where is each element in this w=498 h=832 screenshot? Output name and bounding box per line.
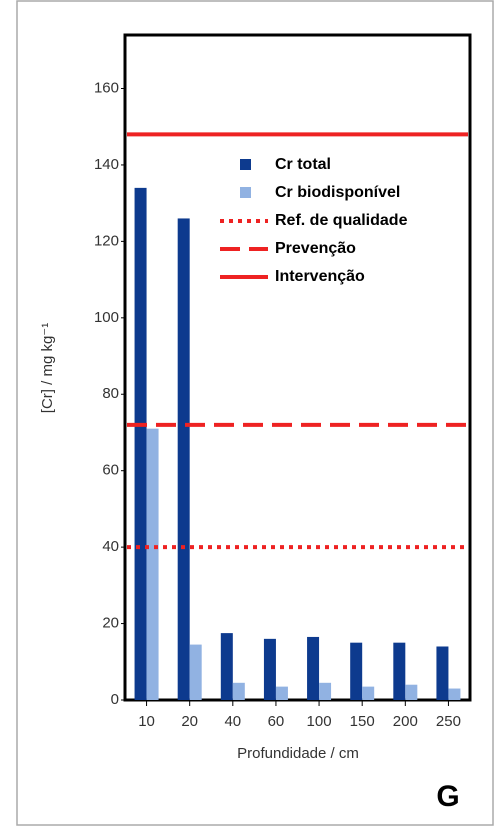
bar [134, 187, 147, 701]
y-tick-label: 120 [94, 232, 119, 249]
y-tick-label: 40 [102, 538, 119, 555]
bar [232, 682, 245, 700]
x-tick-label: 150 [350, 713, 375, 730]
panel-label: G [436, 780, 459, 813]
bar [436, 646, 449, 700]
bar [263, 638, 276, 700]
y-tick-label: 80 [102, 385, 119, 402]
x-tick-label: 40 [224, 713, 241, 730]
bar [307, 636, 320, 700]
y-tick-label: 160 [94, 79, 119, 96]
y-tick-label: 60 [102, 462, 119, 479]
x-tick-label: 60 [268, 713, 285, 730]
bar [177, 218, 190, 700]
bar [405, 684, 418, 700]
legend-label: Intervenção [275, 268, 365, 285]
legend-marker [240, 159, 251, 170]
legend-label: Cr total [275, 156, 331, 173]
bar [146, 428, 159, 700]
x-tick-label: 20 [181, 713, 198, 730]
y-tick-label: 100 [94, 309, 119, 326]
bar [362, 686, 375, 700]
bar [448, 688, 461, 700]
x-tick-label: 100 [307, 713, 332, 730]
bar [319, 682, 332, 700]
bar [393, 642, 406, 700]
legend-label: Ref. de qualidade [275, 212, 408, 229]
bar [189, 644, 202, 700]
y-tick-label: 0 [111, 691, 119, 708]
legend-label: Cr biodisponível [275, 184, 400, 201]
x-tick-label: 200 [393, 713, 418, 730]
bar [350, 642, 363, 700]
bar [275, 686, 288, 700]
x-tick-label: 250 [436, 713, 461, 730]
x-tick-label: 10 [138, 713, 155, 730]
y-axis-label: [Cr] / mg kg⁻¹ [39, 323, 56, 413]
bar [220, 633, 233, 700]
y-tick-label: 140 [94, 156, 119, 173]
y-tick-label: 20 [102, 615, 119, 632]
legend-label: Prevenção [275, 240, 356, 257]
legend-marker [240, 187, 251, 198]
x-axis-label: Profundidade / cm [237, 745, 359, 762]
